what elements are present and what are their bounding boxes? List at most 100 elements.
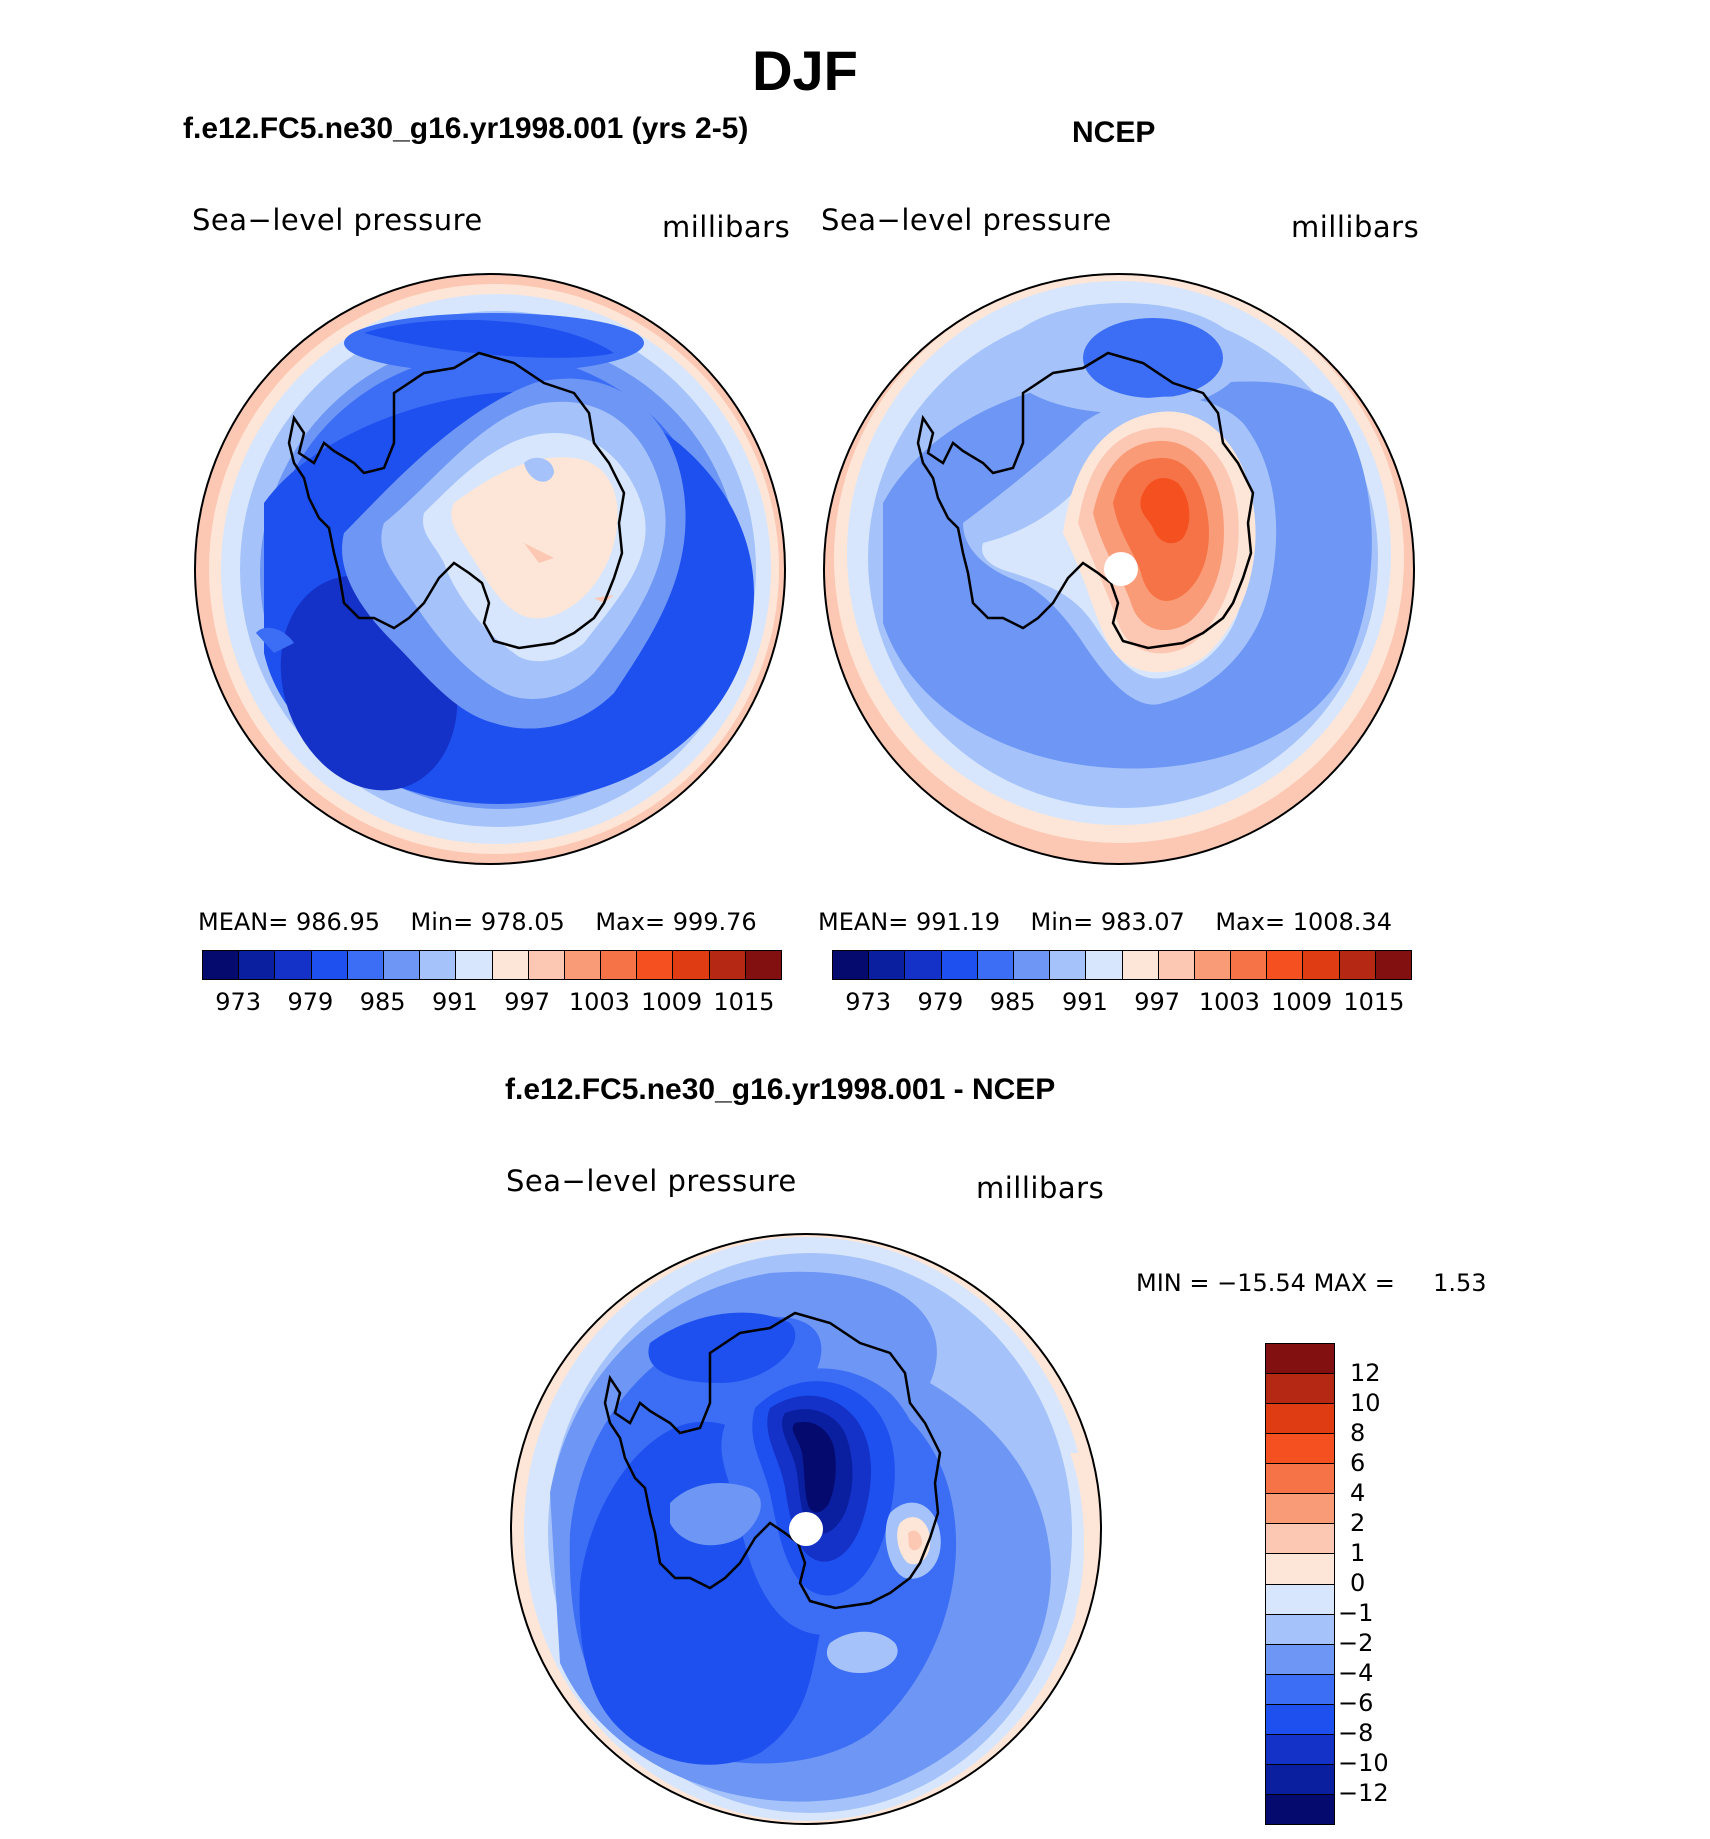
colorbar-cell [1050,951,1087,979]
diff-colorbar-cell [1266,1554,1334,1585]
min-value: 978.05 [480,908,565,936]
colorbar-cell [1013,951,1051,979]
colorbar-tick-label: 997 [1134,988,1181,1016]
min-label: MIN = [1136,1269,1210,1297]
diff-colorbar-tick-label: −1 [1338,1599,1374,1627]
diff-colorbar-ticks: 12 10 8 6 4 2 1 0 −1 −2 −4 −6 −8 −10 −12 [1338,1343,1430,1823]
colorbar-cell [1122,951,1159,979]
model-variable-label: Sea−level pressure [192,203,483,237]
diff-colorbar-cell [1266,1494,1334,1525]
obs-variable-label: Sea−level pressure [821,203,1112,237]
mean-value: 986.95 [296,908,380,936]
model-colorbar-ticks: 973 979 985 991 997 1003 1009 1015 [202,988,780,1018]
colorbar-cell [492,951,529,979]
colorbar-tick-label: 991 [1061,988,1108,1016]
colorbar-cell [1375,951,1411,979]
mean-label: MEAN= [818,908,909,936]
obs-colorbar-ticks: 973 979 985 991 997 1003 1009 1015 [832,988,1410,1018]
diff-map [510,1233,1102,1825]
max-label: Max= [1215,908,1286,936]
colorbar-cell [745,951,781,979]
max-label: Max= [595,908,666,936]
colorbar-cell [1267,951,1304,979]
diff-colorbar-cell [1266,1404,1334,1435]
colorbar-cell [941,951,978,979]
diff-colorbar-tick-label: 2 [1350,1509,1366,1537]
colorbar-tick-label: 997 [504,988,551,1016]
diff-colorbar-cell [1266,1764,1334,1795]
colorbar-tick-label: 985 [989,988,1036,1016]
colorbar-tick-label: 1009 [641,988,703,1016]
colorbar-cell [347,951,384,979]
max-label: MAX = [1313,1269,1395,1297]
model-panel-title: f.e12.FC5.ne30_g16.yr1998.001 (yrs 2-5) [183,112,749,145]
colorbar-cell [637,951,674,979]
mean-label: MEAN= [198,908,289,936]
obs-stats: MEAN= 991.19 Min= 983.07 Max= 1008.34 [818,908,1392,936]
colorbar-cell [1303,951,1340,979]
diff-colorbar-cell [1266,1644,1334,1675]
colorbar-tick-label: 979 [917,988,964,1016]
colorbar-tick-label: 979 [287,988,334,1016]
min-value: 983.07 [1100,908,1185,936]
colorbar-cell [1194,951,1232,979]
diff-colorbar-cell [1266,1794,1334,1824]
diff-colorbar-tick-label: 1 [1350,1539,1366,1567]
colorbar-cell [1158,951,1195,979]
model-colorbar [202,950,782,980]
mean-value: 991.19 [916,908,1000,936]
colorbar-cell [528,951,565,979]
obs-units-label: millibars [1291,210,1420,244]
colorbar-cell [1339,951,1376,979]
diff-colorbar-tick-label: 4 [1350,1479,1366,1507]
max-value: 1008.34 [1292,908,1392,936]
colorbar-cell [673,951,710,979]
colorbar-cell [833,951,870,979]
diff-colorbar-tick-label: −6 [1338,1689,1374,1717]
model-units-label: millibars [662,210,791,244]
colorbar-tick-label: 991 [431,988,478,1016]
obs-panel-title: NCEP [1072,116,1156,149]
colorbar-tick-label: 1015 [713,988,775,1016]
diff-colorbar-cell [1266,1374,1334,1405]
min-label: Min= [1030,908,1094,936]
diff-colorbar-cell [1266,1734,1334,1765]
diff-colorbar-tick-label: −2 [1338,1629,1374,1657]
obs-map [823,273,1415,865]
min-value: −15.54 [1217,1269,1306,1297]
colorbar-cell [311,951,348,979]
model-stats: MEAN= 986.95 Min= 978.05 Max= 999.76 [198,908,757,936]
diff-colorbar-tick-label: −8 [1338,1719,1374,1747]
colorbar-cell [564,951,602,979]
diff-minmax: MIN = −15.54 MAX = 1.53 [1136,1269,1487,1297]
colorbar-tick-label: 1009 [1271,988,1333,1016]
diff-colorbar-tick-label: 0 [1350,1569,1366,1597]
colorbar-cell [420,951,457,979]
diff-colorbar-tick-label: 8 [1350,1419,1366,1447]
colorbar-cell [709,951,746,979]
colorbar-cell [239,951,276,979]
max-value: 999.76 [672,908,757,936]
diff-colorbar-tick-label: −4 [1338,1659,1374,1687]
diff-colorbar-cell [1266,1524,1334,1555]
diff-colorbar-cell [1266,1434,1334,1465]
diff-colorbar-cell [1266,1674,1334,1705]
model-map [194,273,786,865]
colorbar-cell [1086,951,1123,979]
diff-variable-label: Sea−level pressure [506,1164,797,1198]
colorbar-cell [1231,951,1268,979]
diff-colorbar-tick-label: −10 [1338,1749,1389,1777]
figure-title: DJF [752,39,858,102]
diff-colorbar-tick-label: 12 [1350,1359,1381,1387]
colorbar-tick-label: 973 [215,988,262,1016]
diff-colorbar-tick-label: 6 [1350,1449,1366,1477]
colorbar-tick-label: 1015 [1343,988,1405,1016]
diff-colorbar-tick-label: −12 [1338,1779,1389,1807]
diff-colorbar-cell [1266,1344,1334,1375]
colorbar-tick-label: 985 [359,988,406,1016]
diff-colorbar-cell [1266,1704,1334,1735]
min-label: Min= [410,908,474,936]
diff-units-label: millibars [976,1171,1105,1205]
diff-colorbar-cell [1266,1614,1334,1645]
colorbar-tick-label: 1003 [1198,988,1260,1016]
